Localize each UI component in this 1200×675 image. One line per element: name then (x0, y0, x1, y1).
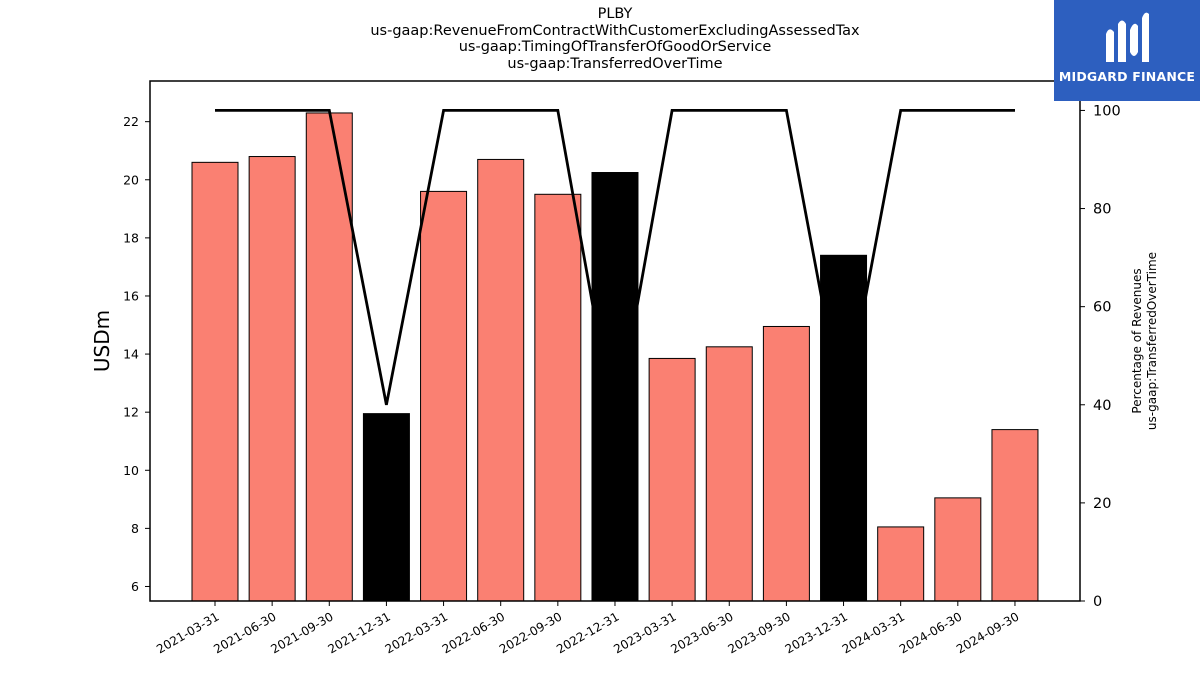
right-axis: 0 20 40 60 80 100 (1080, 103, 1121, 610)
x-tick-label: 2024-06-30 (897, 609, 964, 656)
x-tick-label: 2023-03-31 (611, 609, 678, 656)
bars-group (191, 112, 1039, 602)
left-tick-label: 22 (123, 114, 139, 129)
x-tick-label: 2023-12-31 (783, 609, 850, 656)
x-tick-label: 2021-06-30 (211, 609, 278, 656)
bar-2022-09-30 (534, 193, 582, 602)
title-line-1: PLBY (597, 6, 633, 22)
logo-mark-icon (1106, 12, 1149, 63)
y-axis-label: USDm (90, 310, 114, 372)
left-tick-label: 6 (131, 579, 139, 594)
logo-text: MIDGARD FINANCE (1058, 69, 1196, 84)
left-tick-label: 18 (123, 230, 139, 245)
bar-2023-12-31 (820, 254, 868, 602)
left-tick-label: 14 (123, 347, 139, 362)
bar-2021-12-31 (362, 413, 410, 602)
left-tick-label: 16 (123, 288, 139, 303)
right-tick-label: 0 (1093, 594, 1102, 610)
left-tick-label: 8 (131, 521, 139, 536)
x-axis: 2021-03-312021-06-302021-09-302021-12-31… (154, 601, 1021, 656)
bar-2022-06-30 (477, 158, 525, 602)
x-tick-label: 2023-06-30 (668, 609, 735, 656)
x-tick-label: 2021-03-31 (154, 609, 221, 656)
right-tick-label: 20 (1093, 496, 1111, 512)
x-tick-label: 2024-09-30 (954, 609, 1021, 656)
bar-2022-03-31 (420, 190, 468, 602)
bar-2021-06-30 (248, 156, 296, 602)
right-tick-label: 100 (1093, 103, 1121, 119)
midgard-finance-logo: MIDGARD FINANCE (1054, 0, 1200, 101)
bar-2024-06-30 (934, 497, 982, 602)
left-tick-label: 10 (123, 463, 139, 478)
percentage-line (215, 109, 1015, 430)
title-line-2: us-gaap:RevenueFromContractWithCustomerE… (370, 22, 860, 39)
secondary-axis-label-line-1: Percentage of Revenues (1130, 268, 1144, 413)
left-axis: 6 8 10 12 14 16 18 20 22 (123, 114, 150, 594)
secondary-axis-label-line-2: us-gaap:TransferredOverTime (1145, 252, 1159, 430)
x-tick-label: 2024-03-31 (840, 609, 907, 656)
bar-2023-03-31 (648, 357, 696, 602)
right-tick-label: 60 (1093, 300, 1111, 316)
bar-2024-09-30 (991, 429, 1039, 602)
x-tick-label: 2022-06-30 (440, 609, 507, 656)
bar-2023-09-30 (762, 325, 810, 602)
chart-title: PLBY us-gaap:RevenueFromContractWithCust… (150, 6, 1080, 72)
bar-2022-12-31 (591, 172, 639, 602)
right-tick-label: 40 (1093, 398, 1111, 414)
x-tick-label: 2022-03-31 (383, 609, 450, 656)
left-tick-label: 20 (123, 172, 139, 187)
bar-2021-03-31 (191, 161, 239, 602)
x-tick-label: 2021-09-30 (268, 609, 335, 656)
left-tick-label: 12 (123, 405, 139, 420)
x-tick-label: 2023-09-30 (725, 609, 792, 656)
x-tick-label: 2022-09-30 (497, 609, 564, 656)
x-tick-label: 2022-12-31 (554, 609, 621, 656)
bar-2024-03-31 (877, 526, 925, 602)
percentage-line-group (215, 109, 1015, 430)
title-line-4: us-gaap:TransferredOverTime (507, 55, 723, 72)
x-tick-label: 2021-12-31 (326, 609, 393, 656)
bar-2023-06-30 (705, 346, 753, 602)
right-tick-label: 80 (1093, 202, 1111, 218)
title-line-3: us-gaap:TimingOfTransferOfGoodOrService (458, 39, 772, 55)
